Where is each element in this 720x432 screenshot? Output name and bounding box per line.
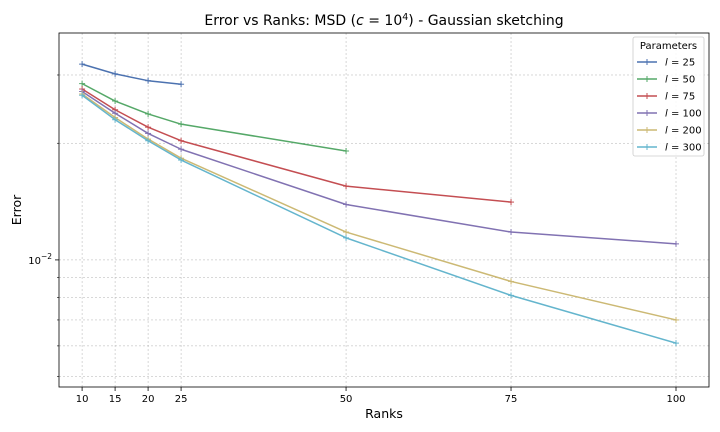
legend-items: l = 25 l = 50 l = 75 l = 100 l = 200 l = 300 (637, 58, 702, 154)
x-tick-label: 20 (142, 394, 155, 405)
y-axis-ticks: 10−2 (28, 74, 59, 377)
legend-label: l = 300 (665, 143, 702, 154)
series-point (112, 116, 119, 123)
legend-item: l = 200 (637, 126, 702, 137)
series-point (145, 130, 152, 137)
legend-item: l = 25 (637, 58, 695, 69)
legend-label: l = 50 (665, 75, 695, 86)
series-point (178, 157, 185, 164)
plot-area-frame (58, 32, 710, 388)
axes (58, 32, 710, 388)
legend-item: l = 300 (637, 143, 702, 154)
legend-title: Parameters (640, 41, 697, 52)
series-point (343, 229, 350, 236)
series-point (508, 278, 515, 285)
series-point (343, 147, 350, 154)
series-point (112, 70, 119, 77)
x-axis-ticks: 10 15 20 25 50 75 100 (76, 387, 686, 405)
series-point (79, 61, 86, 68)
series-point (673, 316, 680, 323)
series-point (79, 80, 86, 87)
series-line (81, 63, 182, 85)
x-tick-label: 50 (340, 394, 353, 405)
series-point (343, 201, 350, 208)
x-axis-label: Ranks (365, 406, 403, 421)
series-point (178, 121, 185, 128)
legend-label: l = 25 (665, 58, 695, 69)
x-tick-label: 10 (76, 394, 89, 405)
series-point (112, 98, 119, 105)
series-point (145, 77, 152, 84)
series-point (343, 234, 350, 241)
legend-item: l = 75 (637, 92, 695, 103)
series-point (343, 183, 350, 190)
series-point (145, 137, 152, 144)
series-point (178, 146, 185, 153)
series-point (79, 92, 86, 99)
legend-box (632, 36, 705, 157)
series-point (145, 124, 152, 131)
x-tick-label: 15 (109, 394, 122, 405)
series-point (508, 292, 515, 299)
legend-label: l = 75 (665, 92, 695, 103)
y-tick-label: 10−2 (28, 252, 52, 267)
x-tick-label: 25 (175, 394, 188, 405)
legend-label: l = 100 (665, 109, 702, 120)
series-point (508, 229, 515, 236)
y-axis-label: Error (9, 194, 24, 225)
series-point (145, 110, 152, 117)
series-point (508, 199, 515, 206)
legend-item: l = 100 (637, 109, 702, 120)
series-point (178, 81, 185, 88)
chart-title: Error vs Ranks: MSD (c = 104) - Gaussian… (204, 12, 563, 29)
series-lines (79, 61, 680, 347)
x-tick-label: 75 (505, 394, 518, 405)
series-point (178, 137, 185, 144)
legend-item: l = 50 (637, 75, 695, 86)
series-line (81, 88, 512, 203)
x-tick-label: 100 (666, 394, 685, 405)
series-point (673, 240, 680, 247)
series-point (673, 340, 680, 347)
legend-label: l = 200 (665, 126, 702, 137)
